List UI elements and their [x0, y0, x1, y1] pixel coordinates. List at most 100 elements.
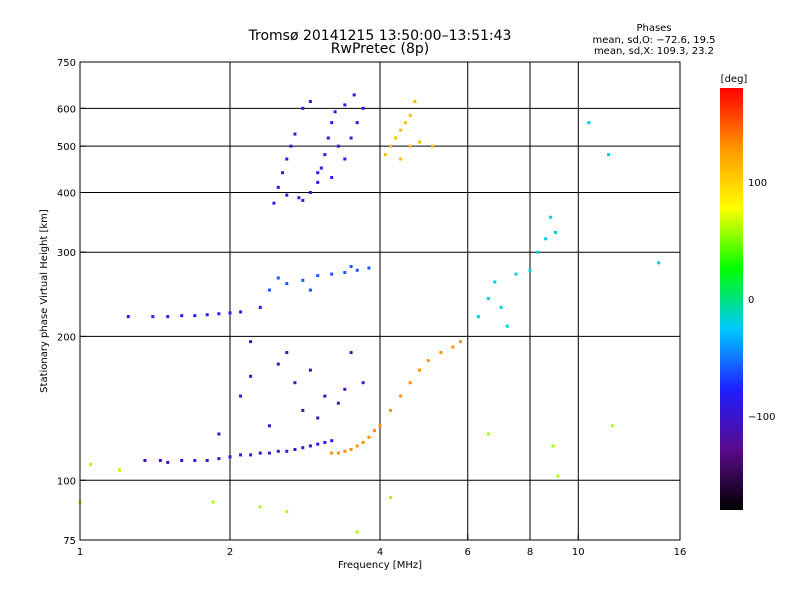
- x-tick-label: 8: [527, 547, 533, 558]
- data-point: [308, 190, 312, 194]
- data-point: [193, 314, 197, 318]
- data-point: [316, 180, 320, 184]
- data-point: [301, 408, 305, 412]
- data-point: [343, 157, 347, 161]
- data-point: [336, 451, 340, 455]
- data-point: [297, 196, 301, 200]
- data-point: [267, 288, 271, 292]
- data-point: [499, 305, 503, 309]
- data-point: [361, 440, 365, 444]
- data-point: [373, 429, 377, 433]
- data-point: [556, 474, 560, 478]
- data-point: [587, 121, 591, 125]
- data-point: [330, 175, 334, 179]
- data-point: [316, 442, 320, 446]
- data-point: [349, 136, 353, 140]
- data-point: [505, 324, 509, 328]
- data-point: [205, 313, 209, 317]
- colorbar-tick-label: −100: [748, 412, 775, 423]
- data-point: [439, 351, 443, 355]
- data-point: [205, 458, 209, 462]
- data-point: [301, 278, 305, 282]
- data-points: [78, 93, 661, 534]
- data-point: [389, 408, 393, 412]
- data-point: [249, 374, 253, 378]
- y-tick-label: 400: [57, 188, 76, 199]
- y-axis-label: Stationary phase Virtual Height [km]: [39, 209, 50, 393]
- data-point: [281, 171, 285, 175]
- y-tick-label: 100: [57, 476, 76, 487]
- x-tick-label: 1: [77, 547, 83, 558]
- data-point: [451, 345, 455, 349]
- data-point: [330, 439, 334, 443]
- data-point: [319, 166, 323, 170]
- data-point: [417, 368, 421, 372]
- phase-stats-o-mode: mean, sd,O: −72.6, 19.5: [593, 35, 716, 46]
- data-point: [330, 272, 334, 276]
- data-point: [399, 128, 403, 132]
- data-point: [607, 153, 611, 157]
- data-point: [316, 416, 320, 420]
- data-point: [316, 274, 320, 278]
- data-point: [458, 340, 462, 344]
- data-point: [349, 447, 353, 451]
- data-point: [249, 453, 253, 457]
- data-point: [413, 100, 417, 104]
- data-point: [408, 144, 412, 148]
- data-point: [249, 340, 253, 344]
- data-point: [355, 530, 359, 534]
- data-point: [383, 153, 387, 157]
- data-point: [551, 444, 555, 448]
- data-point: [426, 359, 430, 363]
- data-point: [330, 121, 334, 125]
- data-point: [258, 451, 262, 455]
- data-point: [528, 268, 532, 272]
- data-point: [293, 132, 297, 136]
- x-axis-label: Frequency [MHz]: [338, 560, 422, 571]
- data-point: [330, 451, 334, 455]
- colorbar: [720, 88, 743, 510]
- colorbar-tick-label: 0: [748, 295, 754, 306]
- data-point: [476, 315, 480, 319]
- data-point: [143, 458, 147, 462]
- data-point: [352, 93, 356, 97]
- data-point: [166, 315, 170, 319]
- data-point: [217, 457, 221, 461]
- data-point: [323, 153, 327, 157]
- data-point: [217, 432, 221, 436]
- data-point: [126, 315, 130, 319]
- data-point: [308, 368, 312, 372]
- data-point: [355, 268, 359, 272]
- x-tick-label: 6: [465, 547, 471, 558]
- y-tick-label: 750: [57, 58, 76, 69]
- chart-title: Tromsø 20141215 13:50:00–13:51:43: [248, 28, 512, 44]
- data-point: [394, 136, 398, 140]
- data-point: [258, 305, 262, 309]
- data-point: [267, 424, 271, 428]
- data-point: [367, 266, 371, 270]
- data-point: [276, 449, 280, 453]
- data-point: [493, 280, 497, 284]
- grid-lines: [80, 62, 680, 540]
- data-point: [343, 103, 347, 107]
- x-tick-label: 10: [572, 547, 585, 558]
- data-point: [285, 193, 289, 197]
- data-point: [657, 261, 661, 265]
- data-point: [228, 455, 232, 459]
- x-tick-label: 16: [674, 547, 687, 558]
- data-point: [378, 424, 382, 428]
- data-point: [308, 288, 312, 292]
- data-point: [166, 460, 170, 464]
- data-point: [239, 394, 243, 398]
- data-point: [336, 144, 340, 148]
- phase-stats-x-mode: mean, sd,X: 109.3, 23.2: [594, 46, 714, 57]
- data-point: [355, 444, 359, 448]
- data-point: [431, 144, 435, 148]
- data-point: [486, 297, 490, 301]
- data-point: [267, 451, 271, 455]
- y-tick-label: 500: [57, 142, 76, 153]
- data-point: [389, 144, 393, 148]
- data-point: [408, 381, 412, 385]
- data-point: [285, 510, 289, 514]
